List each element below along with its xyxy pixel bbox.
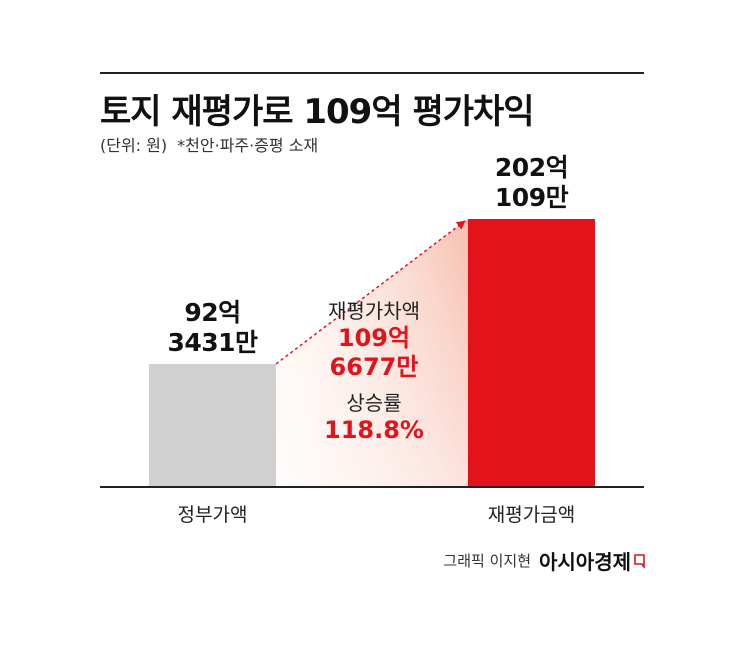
location-note: *천안·파주·증평 소재 <box>177 136 319 155</box>
graphic-credit: 그래픽 이지현 <box>443 552 531 570</box>
data-label-government-value: 92억 3431만 <box>129 298 296 358</box>
category-label-revaluation-value: 재평가금액 <box>487 504 576 526</box>
chart-title: 토지 재평가로 109억 평가차익 <box>100 92 535 132</box>
category-label-government-value: 정부가액 <box>177 504 248 526</box>
bar-government-value <box>149 363 276 486</box>
difference-annotation: 재평가차액 109억 6677만 상승률 118.8% <box>284 298 464 445</box>
rate-caption: 상승률 <box>346 391 402 415</box>
credit: 그래픽 이지현 아시아경제 <box>443 546 645 575</box>
difference-caption: 재평가차액 <box>328 299 420 323</box>
data-label-line1: 92억 <box>184 297 241 327</box>
data-label-line2: 109만 <box>494 183 569 212</box>
brand-mark-icon <box>634 553 645 568</box>
data-label-line2: 3431만 <box>167 327 258 357</box>
data-label-line1: 202억 <box>494 153 569 182</box>
data-label-revaluation-value: 202억 109만 <box>448 153 615 213</box>
increase-area-fade <box>276 219 468 486</box>
brand-logo-text: 아시아경제 <box>539 550 631 574</box>
difference-value-line2: 6677만 <box>329 353 419 381</box>
top-rule <box>100 72 644 74</box>
unit-note: (단위: 원) <box>100 136 168 155</box>
rate-value: 118.8% <box>324 416 424 444</box>
bar-revaluation-value <box>468 219 595 486</box>
difference-value-line1: 109억 <box>337 324 411 352</box>
chart-subtitle: (단위: 원) *천안·파주·증평 소재 <box>100 132 318 156</box>
